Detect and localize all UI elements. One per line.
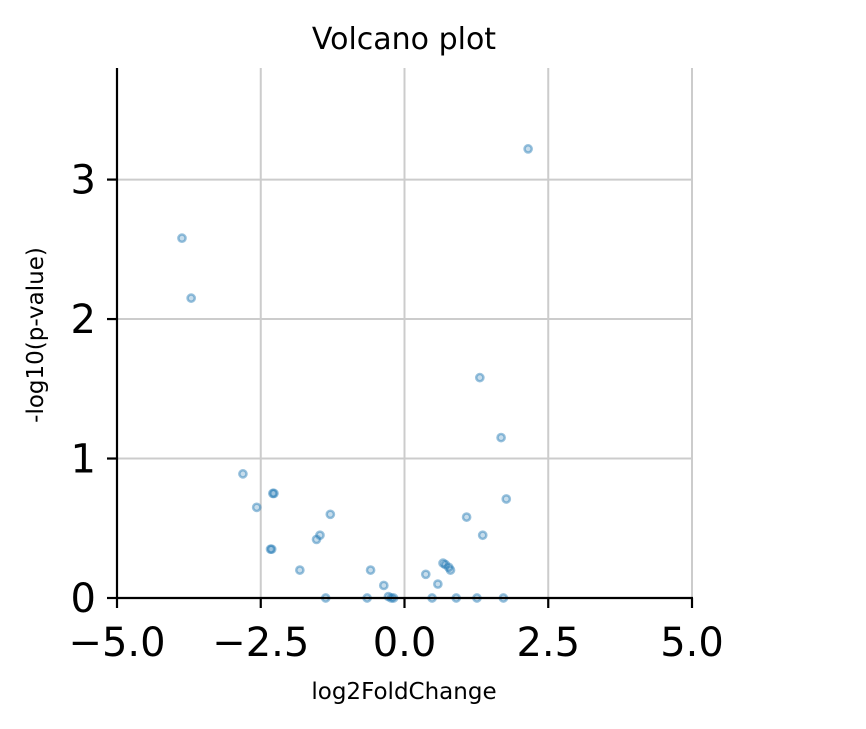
y-tick-label: 1 <box>71 437 96 483</box>
data-point <box>496 432 506 443</box>
chart-title: Volcano plot <box>312 22 496 57</box>
data-point <box>266 544 277 555</box>
data-point <box>315 530 325 541</box>
data-point <box>443 562 454 573</box>
data-point <box>474 372 485 383</box>
x-tick-label: 2.5 <box>516 620 580 666</box>
data-point <box>265 544 276 555</box>
data-point <box>325 509 336 520</box>
data-point <box>433 579 443 589</box>
data-point <box>269 488 279 499</box>
x-tick-label: 5.0 <box>660 620 724 666</box>
data-point <box>501 494 512 504</box>
data-point <box>238 469 248 479</box>
data-point <box>461 512 472 522</box>
data-point <box>438 558 448 568</box>
x-tick-label: −5.0 <box>68 620 165 666</box>
y-tick-label: 2 <box>71 297 96 343</box>
grid-lines <box>117 68 693 598</box>
y-axis-title: -log10(p-value) <box>23 247 49 423</box>
x-ticks: −5.0 −2.5 0.0 2.5 5.0 <box>68 598 724 666</box>
x-tick-label: 0.0 <box>373 620 437 666</box>
data-point <box>523 144 533 154</box>
y-tick-label: 0 <box>71 576 96 622</box>
data-point <box>186 293 197 303</box>
data-point <box>440 559 451 570</box>
y-ticks: 0 1 2 3 <box>71 158 117 622</box>
data-point <box>295 565 305 575</box>
data-point <box>267 488 278 499</box>
data-point <box>378 580 389 591</box>
data-point <box>420 569 431 580</box>
data-point <box>445 565 456 575</box>
data-point <box>477 530 488 541</box>
data-point <box>251 502 262 513</box>
data-points <box>177 144 533 603</box>
x-axis-title: log2FoldChange <box>311 679 496 705</box>
data-point <box>177 233 187 244</box>
x-tick-label: −2.5 <box>212 620 309 666</box>
y-tick-label: 3 <box>71 158 96 204</box>
data-point <box>311 534 322 545</box>
data-point <box>365 565 376 575</box>
